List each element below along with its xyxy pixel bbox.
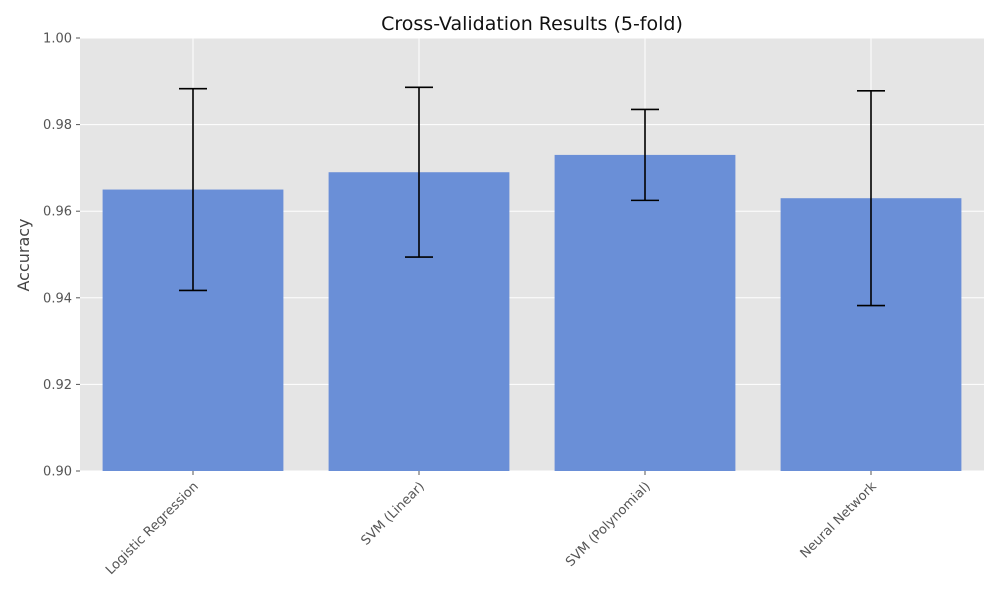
y-tick-label: 1.00: [43, 32, 72, 47]
bar-2: [554, 154, 736, 471]
y-tick-label: 0.96: [43, 205, 72, 220]
error-bars: [179, 86, 885, 307]
y-axis-title: Accuracy: [14, 218, 33, 291]
y-axis-ticks: 0.90 0.92 0.94 0.96 0.98 1.00: [43, 32, 80, 480]
y-tick-label: 0.92: [43, 378, 72, 393]
x-axis-ticks: Logistic Regression SVM (Linear) SVM (Poly…: [103, 471, 880, 578]
y-tick-label: 0.90: [43, 465, 72, 480]
x-tick-label: Logistic Regression: [103, 479, 202, 578]
error-bar-1: [405, 86, 433, 258]
x-tick-label: SVM (Polynomial): [563, 479, 654, 570]
chart-title: Cross-Validation Results (5-fold): [381, 13, 683, 35]
error-bar-3: [857, 90, 885, 307]
error-bar-0: [179, 87, 207, 292]
y-tick-label: 0.98: [43, 118, 72, 133]
bars: [102, 154, 962, 472]
x-tick-label: SVM (Linear): [358, 479, 427, 548]
error-bar-2: [631, 108, 659, 202]
y-tick-label: 0.94: [43, 291, 72, 306]
x-tick-label: Neural Network: [798, 479, 881, 562]
